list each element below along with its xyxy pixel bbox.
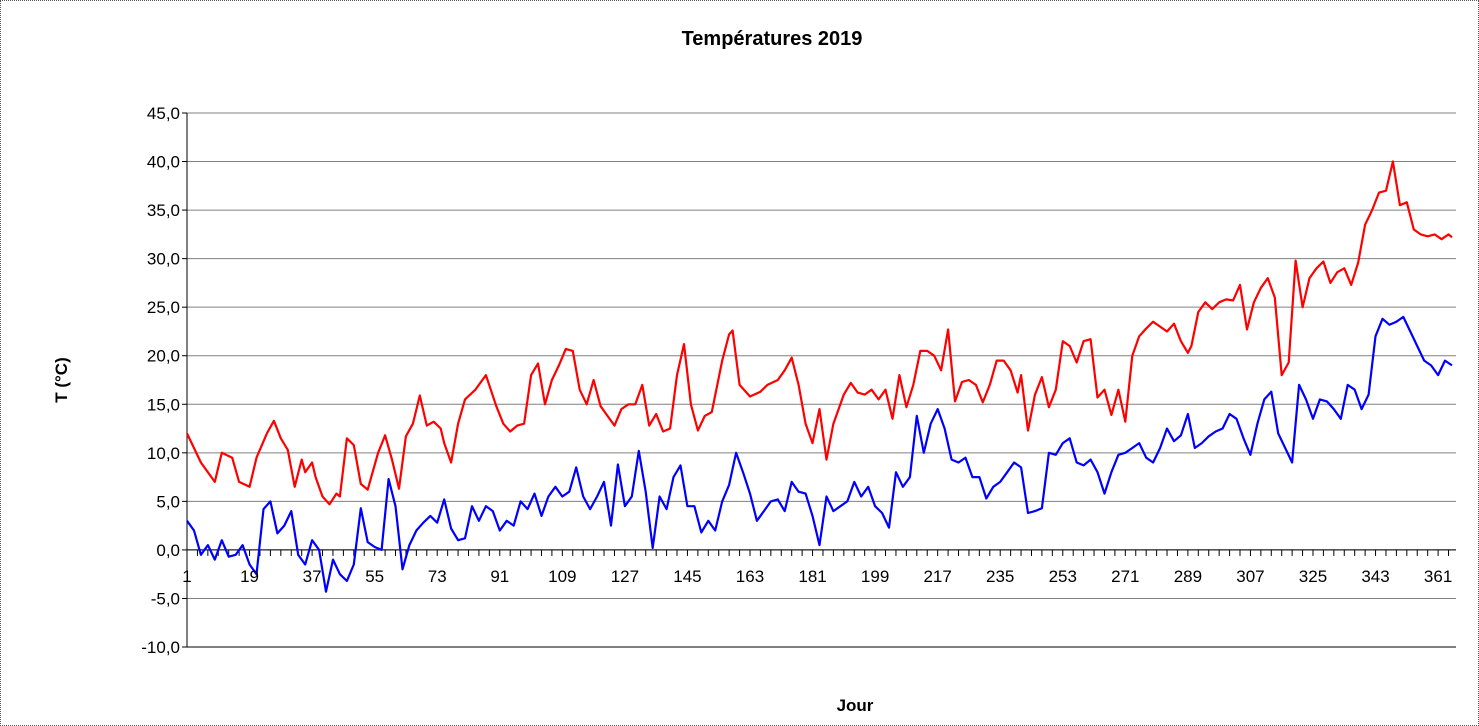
x-tick-label: 55 xyxy=(365,567,384,586)
x-tick-label: 253 xyxy=(1049,567,1077,586)
x-tick-label: 19 xyxy=(240,567,259,586)
x-tick-label: 217 xyxy=(923,567,951,586)
y-tick-label: 35,0 xyxy=(147,201,180,220)
x-tick-label: 163 xyxy=(736,567,764,586)
y-tick-label: 40,0 xyxy=(147,153,180,172)
x-tick-label: 73 xyxy=(428,567,447,586)
y-tick-label: 30,0 xyxy=(147,250,180,269)
y-tick-labels: 45,0 40,0 35,0 30,0 25,0 20,0 15,0 10,0 5,0 0,0 -5… xyxy=(141,104,180,657)
y-tick-label: 10,0 xyxy=(147,444,180,463)
x-tick-label: 199 xyxy=(861,567,889,586)
x-tick-label: 361 xyxy=(1424,567,1452,586)
x-tick-label: 1 xyxy=(182,567,191,586)
y-tick-label: 0,0 xyxy=(156,541,180,560)
x-tick-label: 325 xyxy=(1299,567,1327,586)
series-line-1 xyxy=(186,160,1453,506)
x-tick-label: 235 xyxy=(986,567,1014,586)
series-group xyxy=(186,160,1453,593)
x-tick-label: 145 xyxy=(673,567,701,586)
y-tick-label: -5,0 xyxy=(151,589,180,608)
y-tick-label: 20,0 xyxy=(147,347,180,366)
y-tick-label: 25,0 xyxy=(147,298,180,317)
axes xyxy=(182,112,1456,648)
y-axis-label: T (°C) xyxy=(52,357,71,403)
x-tick-label: 343 xyxy=(1361,567,1389,586)
series-line-2 xyxy=(186,315,1453,593)
x-tick-label: 181 xyxy=(798,567,826,586)
y-tick-label: -10,0 xyxy=(141,638,180,657)
chart-title: Températures 2019 xyxy=(682,28,863,50)
x-tick-label: 37 xyxy=(303,567,322,586)
x-tick-label: 109 xyxy=(548,567,576,586)
y-tick-label: 5,0 xyxy=(156,492,180,511)
y-tick-label: 45,0 xyxy=(147,104,180,123)
x-tick-label: 307 xyxy=(1236,567,1264,586)
x-axis-label: Jour xyxy=(837,696,874,715)
y-tick-label: 15,0 xyxy=(147,395,180,414)
x-tick-label: 289 xyxy=(1174,567,1202,586)
x-tick-labels: 1 19 37 55 73 91 109 127 145 163 181 199 217 235 253 27… xyxy=(182,567,1452,586)
x-tick-label: 271 xyxy=(1111,567,1139,586)
x-tick-label: 91 xyxy=(490,567,509,586)
x-tick-label: 127 xyxy=(611,567,639,586)
